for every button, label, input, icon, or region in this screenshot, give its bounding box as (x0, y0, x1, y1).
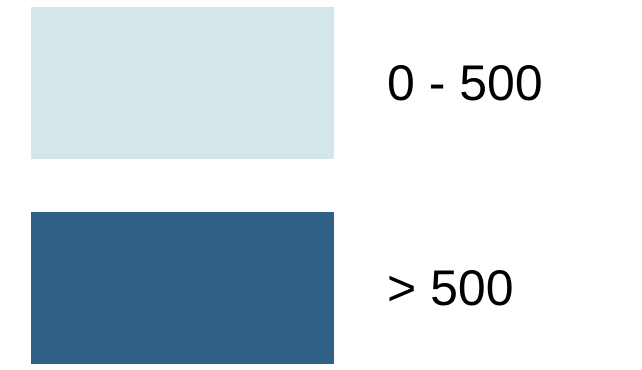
legend-swatch-0-500 (31, 7, 334, 159)
legend-label-0-500: 0 - 500 (387, 55, 543, 111)
legend-item-over-500: > 500 (31, 212, 631, 364)
legend-swatch-over-500 (31, 212, 334, 364)
legend-item-0-500: 0 - 500 (31, 7, 631, 159)
legend-label-over-500: > 500 (387, 260, 514, 316)
